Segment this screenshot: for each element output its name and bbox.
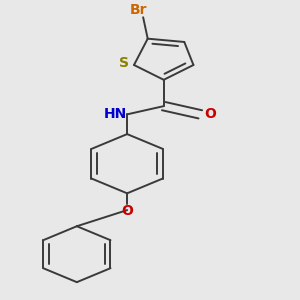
Text: O: O	[121, 204, 133, 218]
Text: HN: HN	[103, 107, 127, 121]
Text: Br: Br	[130, 3, 147, 17]
Text: O: O	[204, 107, 216, 122]
Text: S: S	[119, 56, 129, 70]
